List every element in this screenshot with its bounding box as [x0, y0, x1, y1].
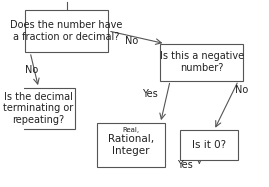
Text: No: No: [25, 65, 38, 75]
Text: Is the decimal
terminating or
repeating?: Is the decimal terminating or repeating?: [3, 92, 74, 125]
Text: Is this a negative
number?: Is this a negative number?: [160, 51, 244, 73]
Text: Yes: Yes: [142, 89, 158, 99]
Text: No: No: [235, 85, 248, 96]
FancyBboxPatch shape: [2, 88, 75, 128]
FancyBboxPatch shape: [97, 123, 165, 167]
Text: Is it 0?: Is it 0?: [192, 140, 226, 150]
Text: Real,: Real,: [123, 127, 140, 133]
Text: No: No: [125, 36, 138, 46]
FancyBboxPatch shape: [180, 130, 238, 160]
Text: Yes: Yes: [178, 160, 193, 170]
Text: Rational,
Integer: Rational, Integer: [108, 134, 154, 156]
FancyBboxPatch shape: [25, 10, 108, 52]
Text: Does the number have
a fraction or decimal?: Does the number have a fraction or decim…: [10, 20, 123, 42]
FancyBboxPatch shape: [160, 44, 243, 81]
